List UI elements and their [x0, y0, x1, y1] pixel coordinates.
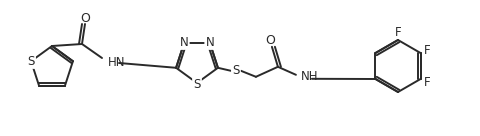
Text: F: F	[423, 75, 430, 89]
Text: N: N	[205, 36, 214, 49]
Text: F: F	[394, 27, 400, 39]
Text: O: O	[264, 34, 274, 47]
Text: NH: NH	[300, 70, 318, 83]
Text: S: S	[27, 55, 35, 68]
Text: F: F	[423, 44, 430, 56]
Text: HN: HN	[108, 55, 125, 69]
Text: N: N	[180, 36, 188, 49]
Text: S: S	[232, 64, 239, 77]
Text: O: O	[80, 12, 90, 24]
Text: S: S	[193, 78, 200, 90]
